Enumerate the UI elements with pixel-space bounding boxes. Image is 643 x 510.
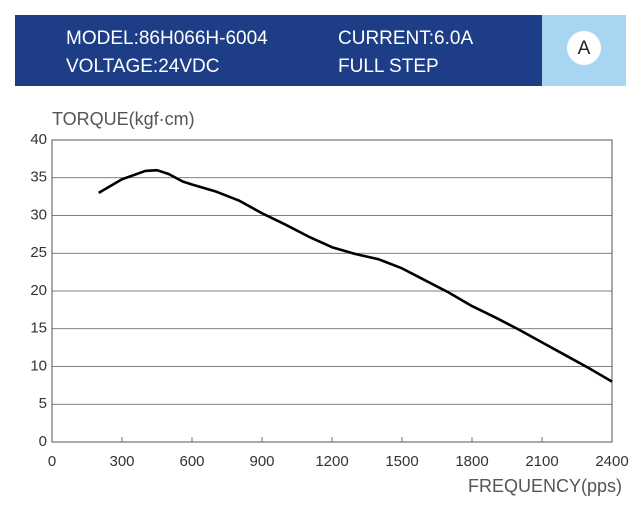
y-tick-label: 5: [39, 395, 47, 412]
current: CURRENT:6.0A: [338, 28, 473, 49]
plot-frame: [51, 139, 613, 443]
x-tick-label: 900: [249, 453, 274, 470]
y-tick-label: 25: [30, 244, 47, 261]
x-tick-label: 600: [179, 453, 204, 470]
header-panel: [15, 15, 542, 86]
y-tick-label: 0: [39, 433, 47, 450]
model: MODEL:86H066H-6004: [66, 28, 268, 49]
y-axis-label: TORQUE(kgf·cm): [52, 109, 195, 129]
x-tick-label: 2100: [525, 453, 558, 470]
step: FULL STEP: [338, 56, 439, 77]
badge-circle: [567, 31, 601, 65]
y-tick-label: 35: [30, 169, 47, 186]
x-tick-label: 1200: [315, 453, 348, 470]
torque-curve: [98, 168, 613, 383]
y-tick-label: 15: [30, 320, 47, 337]
y-tick-label: 40: [30, 131, 47, 148]
y-tick-label: 20: [30, 282, 47, 299]
voltage: VOLTAGE:24VDC: [66, 56, 219, 77]
x-tick-label: 1500: [385, 453, 418, 470]
y-tick-label: 30: [30, 206, 47, 223]
x-tick-label: 300: [109, 453, 134, 470]
x-tick-label: 1800: [455, 453, 488, 470]
x-axis-label: FREQUENCY(pps): [468, 476, 622, 496]
y-tick-label: 10: [30, 357, 47, 374]
badge: A: [578, 38, 591, 59]
x-tick-label: 2400: [595, 453, 628, 470]
x-tick-label: 0: [48, 453, 56, 470]
